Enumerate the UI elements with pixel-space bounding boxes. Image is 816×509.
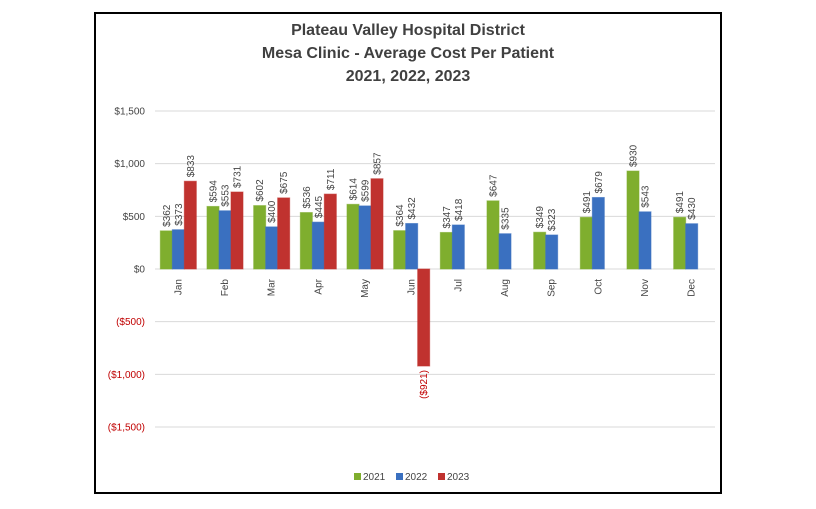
- bar: [346, 203, 360, 270]
- data-label: $543: [641, 185, 652, 208]
- bar: [486, 200, 500, 270]
- chart-title: Plateau Valley Hospital District: [291, 22, 526, 39]
- bar: [638, 211, 652, 270]
- bar: [685, 223, 699, 270]
- bar: [159, 230, 173, 270]
- y-tick-label: $0: [134, 265, 146, 276]
- legend-swatch: [396, 473, 403, 480]
- y-tick-label: ($1,500): [108, 423, 145, 434]
- y-tick-label: $500: [123, 212, 146, 223]
- data-label: $679: [594, 171, 605, 194]
- y-tick-label: ($500): [116, 317, 145, 328]
- bar: [171, 229, 185, 270]
- data-label: $614: [349, 178, 360, 201]
- data-label: $857: [373, 152, 384, 175]
- legend-label: 2023: [447, 472, 470, 483]
- legend-label: 2021: [363, 472, 386, 483]
- data-label: $432: [407, 197, 418, 220]
- data-label: $553: [221, 184, 232, 207]
- x-tick-label: Sep: [547, 279, 558, 297]
- bar: [253, 205, 267, 270]
- bar: [218, 210, 232, 270]
- bar: [626, 170, 640, 270]
- y-tick-label: $1,500: [114, 107, 145, 118]
- bar: [230, 191, 244, 270]
- bar: [673, 216, 687, 270]
- bar: [579, 216, 593, 270]
- data-label: $599: [361, 179, 372, 202]
- chart-title: 2021, 2022, 2023: [346, 68, 471, 85]
- data-label: $430: [687, 197, 698, 220]
- bar: [498, 233, 512, 270]
- x-tick-label: Feb: [220, 279, 231, 297]
- bar: [370, 178, 384, 270]
- data-label: $675: [279, 171, 290, 194]
- x-tick-label: Nov: [640, 279, 651, 297]
- x-tick-label: Apr: [313, 278, 324, 294]
- data-label: $711: [326, 168, 337, 190]
- bar: [545, 234, 559, 270]
- chart-title: Mesa Clinic - Average Cost Per Patient: [262, 45, 555, 62]
- data-label: $323: [547, 208, 558, 231]
- legend-swatch: [438, 473, 445, 480]
- data-label: $364: [395, 204, 406, 227]
- bar: [358, 205, 372, 270]
- x-tick-label: Jun: [407, 279, 418, 295]
- x-tick-label: Jan: [173, 279, 184, 295]
- legend-label: 2022: [405, 472, 428, 483]
- x-tick-label: May: [360, 279, 371, 298]
- data-label: $491: [675, 191, 686, 214]
- bar: [323, 193, 337, 270]
- data-label: $930: [629, 144, 640, 167]
- y-tick-label: ($1,000): [108, 370, 145, 381]
- bar: [417, 268, 431, 367]
- bar: [277, 197, 291, 270]
- data-label: $647: [489, 174, 500, 197]
- bar: [393, 230, 407, 270]
- data-label: $731: [233, 165, 244, 188]
- data-label: $445: [314, 195, 325, 218]
- data-label: $594: [209, 180, 220, 203]
- data-label: $335: [501, 207, 512, 230]
- bar: [439, 231, 453, 270]
- x-tick-label: Dec: [687, 279, 698, 297]
- bar: [206, 205, 220, 270]
- data-label: $491: [582, 191, 593, 214]
- data-label: $418: [454, 198, 465, 221]
- x-tick-label: Mar: [267, 278, 278, 296]
- data-label: $602: [255, 179, 266, 202]
- bar: [591, 196, 605, 270]
- legend-swatch: [354, 473, 361, 480]
- bar: [311, 221, 325, 270]
- data-label: $362: [162, 204, 173, 227]
- bar: [265, 226, 279, 270]
- data-label: $373: [174, 203, 185, 226]
- y-tick-label: $1,000: [114, 159, 145, 170]
- data-label: $349: [535, 206, 546, 229]
- data-label: $833: [186, 155, 197, 178]
- data-label: $536: [302, 186, 313, 209]
- data-label: $347: [442, 206, 453, 229]
- bar: [299, 212, 313, 270]
- bar: [405, 222, 419, 270]
- bar: [533, 231, 547, 270]
- data-label: $400: [267, 200, 278, 223]
- x-tick-label: Oct: [593, 279, 604, 295]
- x-tick-label: Aug: [500, 279, 511, 297]
- bar: [183, 180, 197, 270]
- bar: [451, 224, 465, 270]
- x-tick-label: Jul: [453, 279, 464, 292]
- data-label: ($921): [419, 370, 430, 399]
